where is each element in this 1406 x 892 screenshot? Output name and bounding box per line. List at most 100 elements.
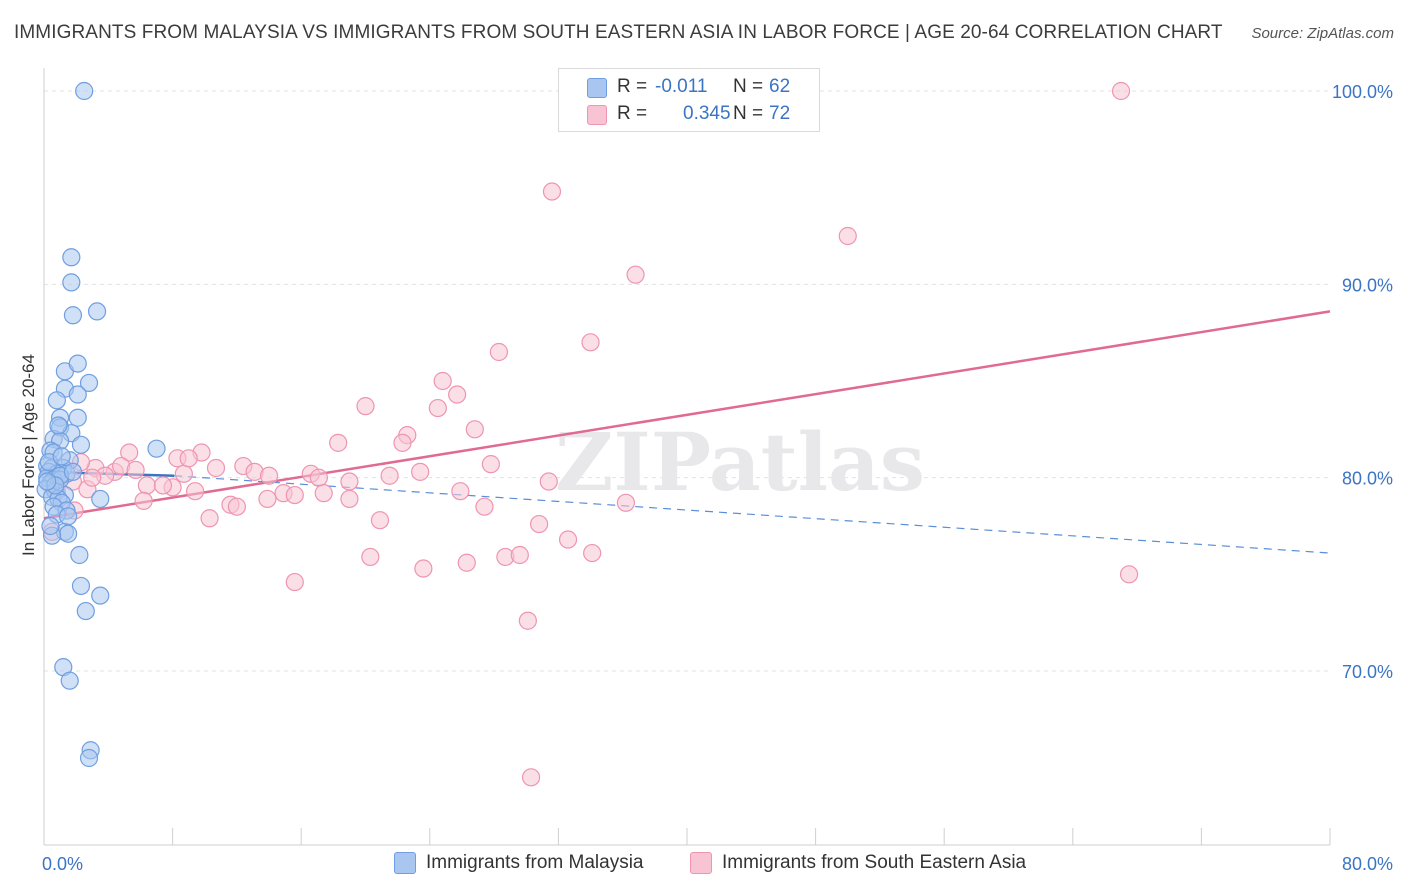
data-point-malaysia: [63, 306, 83, 325]
data-point-sea: [626, 265, 645, 284]
data-point-sea: [153, 476, 173, 495]
data-point-malaysia: [87, 302, 107, 321]
data-point-sea: [521, 768, 541, 787]
data-point-sea: [1119, 565, 1139, 584]
bottom-legend-swatch-malaysia: [394, 852, 416, 874]
data-point-sea: [542, 182, 562, 201]
data-point-malaysia: [63, 462, 83, 481]
data-point-malaysia: [68, 408, 87, 427]
data-point-malaysia: [75, 81, 94, 101]
legend-n-label: N =: [733, 103, 764, 124]
legend-r-label: R =: [617, 76, 648, 97]
data-point-sea: [448, 385, 467, 404]
bottom-legend-label-malaysia: Immigrants from Malaysia: [426, 852, 644, 873]
data-point-malaysia: [79, 373, 99, 393]
legend-n-value-sea: 72: [769, 103, 791, 124]
data-point-malaysia: [91, 489, 110, 509]
data-point-malaysia: [60, 671, 79, 690]
trend-line-malaysia-extended: [174, 475, 1331, 554]
data-point-sea: [356, 397, 375, 416]
data-point-sea: [285, 485, 304, 505]
legend-swatch-sea: [587, 105, 607, 125]
data-point-sea: [558, 530, 578, 549]
data-point-sea: [433, 371, 452, 391]
data-point-sea: [137, 476, 156, 495]
data-point-malaysia: [71, 576, 91, 596]
bottom-legend-swatch-sea: [690, 852, 712, 874]
data-point-sea: [329, 433, 348, 452]
legend-r-value-sea: 0.345: [683, 103, 731, 124]
data-point-malaysia: [59, 507, 78, 526]
data-point-malaysia: [38, 472, 57, 491]
data-point-sea: [414, 559, 433, 578]
data-point-sea: [179, 449, 198, 468]
data-point-sea: [134, 491, 153, 510]
watermark-text: ZIPatlas: [555, 415, 925, 509]
data-point-sea: [428, 398, 447, 418]
data-point-sea: [489, 342, 509, 362]
data-point-sea: [583, 543, 602, 563]
data-point-sea: [510, 545, 529, 565]
data-point-malaysia: [62, 273, 81, 292]
data-point-sea: [200, 509, 219, 528]
legend-r-label: R =: [617, 103, 648, 124]
data-point-malaysia: [68, 385, 87, 404]
data-point-sea: [83, 468, 102, 487]
data-point-sea: [518, 611, 537, 630]
data-point-sea: [340, 472, 359, 491]
data-point-malaysia: [147, 439, 166, 458]
trend-line-sea: [43, 310, 1331, 520]
data-point-sea: [481, 455, 500, 474]
data-point-sea: [340, 489, 359, 509]
data-point-sea: [616, 493, 636, 512]
data-point-malaysia: [49, 416, 68, 435]
data-point-malaysia: [91, 586, 110, 605]
data-point-sea: [258, 489, 277, 509]
x-tick-label-min: 0.0%: [42, 854, 83, 874]
legend-n-value-malaysia: 62: [769, 76, 791, 97]
legend-r-value-malaysia: -0.011: [655, 76, 708, 97]
data-point-sea: [285, 572, 304, 592]
data-point-sea: [530, 514, 549, 534]
data-point-sea: [186, 482, 205, 501]
data-point-sea: [1111, 81, 1131, 101]
data-point-sea: [393, 433, 412, 452]
data-point-sea: [581, 333, 600, 352]
data-point-malaysia: [47, 391, 66, 410]
data-point-sea: [380, 466, 399, 485]
data-point-malaysia: [71, 435, 91, 454]
chart-title: IMMIGRANTS FROM MALAYSIA VS IMMIGRANTS F…: [14, 22, 1223, 43]
gridlines: [44, 90, 1330, 672]
data-points: [36, 81, 1139, 787]
data-point-sea: [451, 482, 470, 501]
data-point-sea: [314, 484, 333, 503]
legend-swatch-malaysia: [587, 78, 607, 98]
data-point-malaysia: [59, 524, 78, 543]
data-point-sea: [174, 464, 193, 483]
x-tick-label-max: 80.0%: [1342, 854, 1393, 874]
data-point-malaysia: [62, 248, 81, 267]
data-point-malaysia: [41, 516, 60, 536]
legend-n-label: N =: [733, 76, 764, 97]
tick-labels: 70.0% 80.0% 90.0% 100.0% 0.0% 80.0%: [42, 82, 1393, 874]
correlation-legend: R = -0.011 N = 62 R = 0.345 N = 72: [558, 68, 820, 132]
y-axis-label: In Labor Force | Age 20-64: [19, 354, 38, 556]
data-point-sea: [457, 553, 476, 572]
y-tick-label: 80.0%: [1342, 469, 1393, 489]
y-tick-label: 70.0%: [1342, 662, 1393, 682]
data-point-malaysia: [79, 748, 99, 768]
data-point-sea: [120, 443, 139, 462]
data-point-sea: [126, 460, 145, 480]
data-point-sea: [465, 420, 484, 439]
data-point-sea: [206, 458, 226, 478]
data-point-malaysia: [70, 545, 89, 565]
source-credit: Source: ZipAtlas.com: [1251, 25, 1394, 42]
watermark: ZIPatlas: [555, 415, 925, 509]
y-tick-label: 100.0%: [1332, 82, 1393, 102]
data-point-malaysia: [52, 447, 71, 466]
data-point-sea: [309, 468, 328, 487]
bottom-legend-label-sea: Immigrants from South Eastern Asia: [722, 852, 1027, 873]
data-point-sea: [838, 226, 857, 246]
data-point-sea: [370, 511, 390, 530]
